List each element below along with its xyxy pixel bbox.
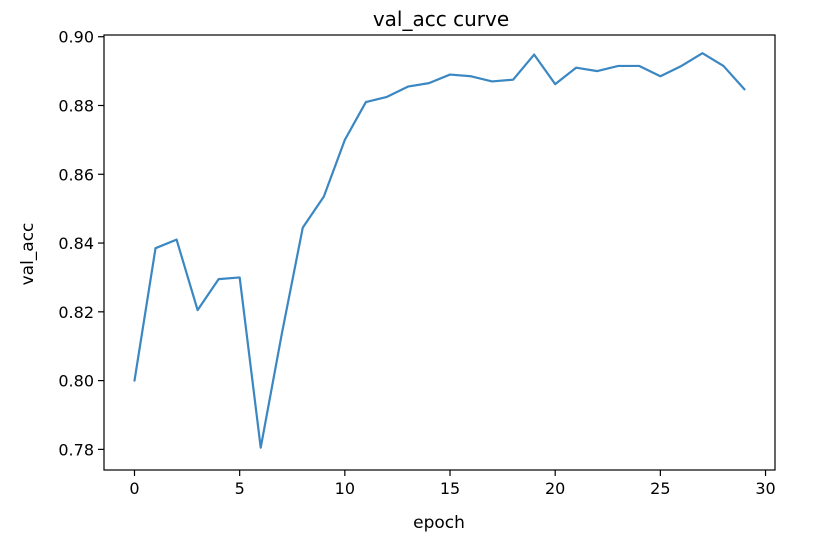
y-tick-label-3: 0.84 [58, 234, 94, 253]
x-tick-label-3: 15 [440, 479, 460, 498]
y-tick-label-6: 0.90 [58, 28, 94, 47]
y-axis-label: val_acc [18, 223, 38, 286]
x-tick-label-2: 10 [335, 479, 355, 498]
x-axis-label: epoch [413, 513, 465, 533]
y-tick-label-1: 0.80 [58, 372, 94, 391]
chart-title: val_acc curve [373, 7, 509, 31]
x-tick-label-6: 30 [755, 479, 775, 498]
x-tick-label-0: 0 [129, 479, 139, 498]
x-tick-label-4: 20 [545, 479, 565, 498]
plot-frame [103, 34, 776, 471]
y-tick-label-2: 0.82 [58, 303, 94, 322]
x-tick-label-1: 5 [235, 479, 245, 498]
y-tick-label-0: 0.78 [58, 440, 94, 459]
y-tick-label-5: 0.88 [58, 96, 94, 115]
y-tick-label-4: 0.86 [58, 165, 94, 184]
x-tick-label-5: 25 [650, 479, 670, 498]
series-line [133, 52, 746, 449]
